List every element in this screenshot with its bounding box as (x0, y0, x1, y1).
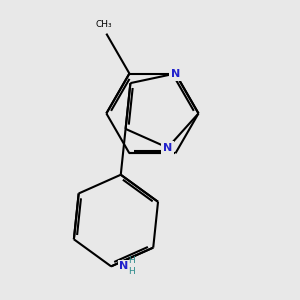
Text: CH₃: CH₃ (96, 20, 112, 29)
Text: N: N (119, 261, 129, 272)
Text: H: H (128, 256, 134, 265)
Text: N: N (171, 68, 180, 79)
Text: H: H (128, 267, 134, 276)
Text: N: N (163, 143, 172, 153)
